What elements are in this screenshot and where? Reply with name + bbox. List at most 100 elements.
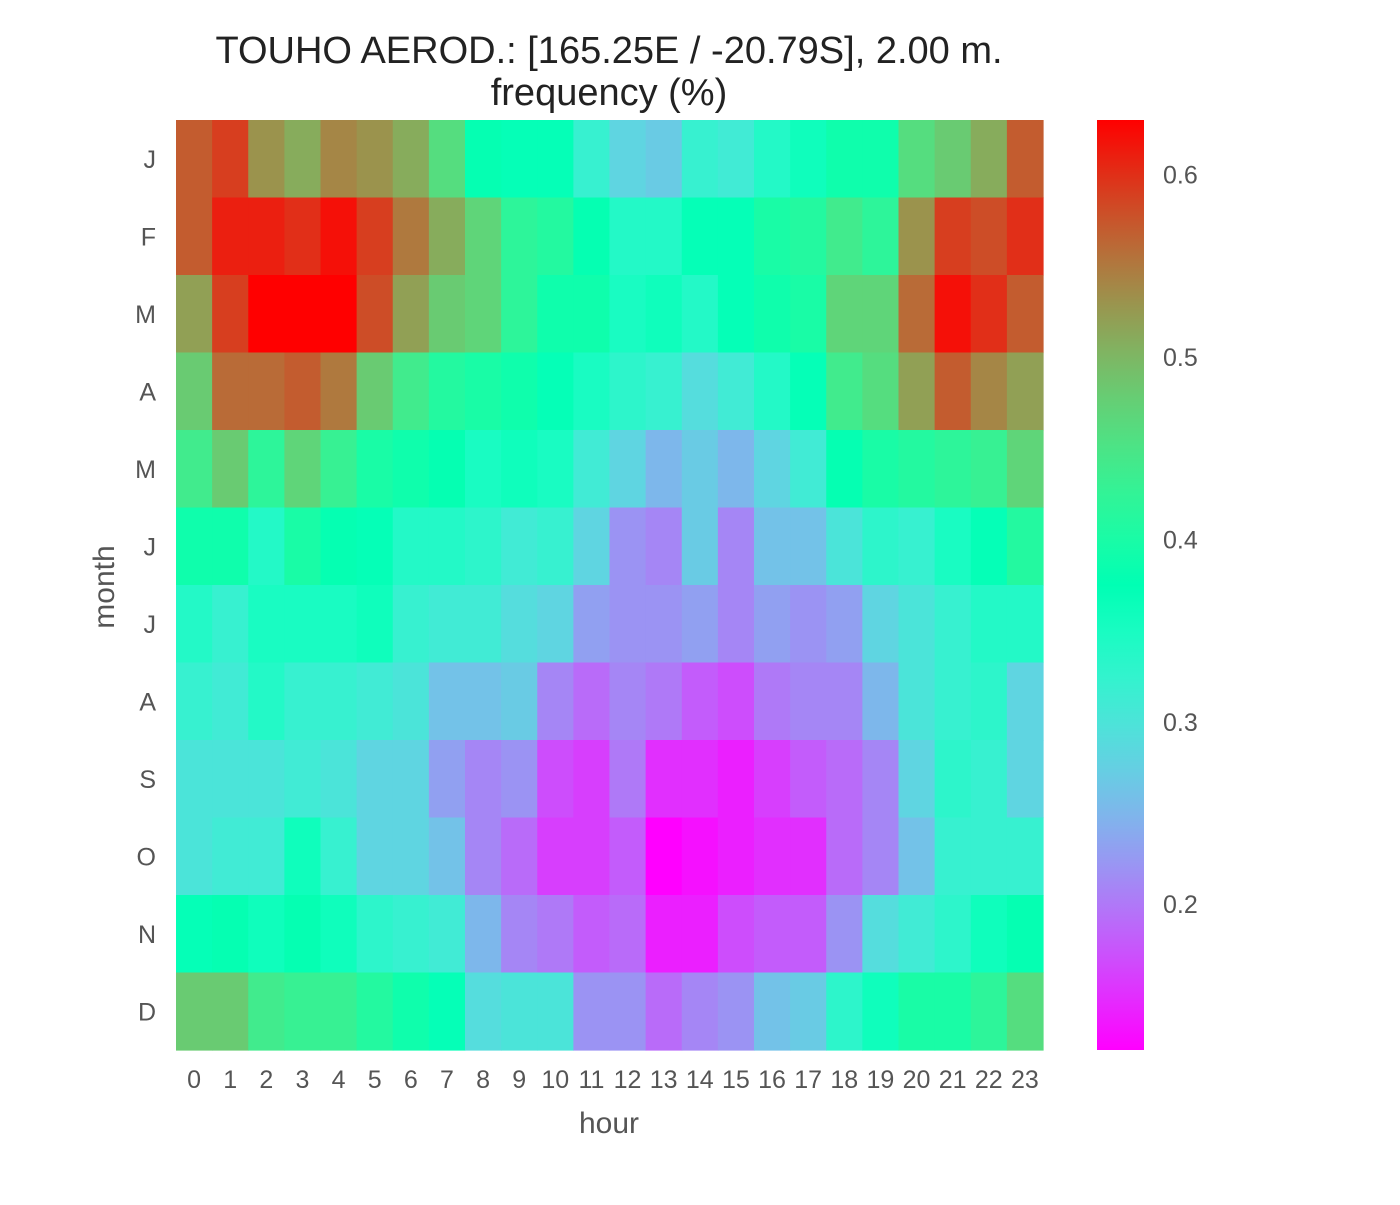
heatmap-cell <box>428 740 466 819</box>
heatmap-cell <box>212 817 249 896</box>
heatmap-cell <box>681 507 719 586</box>
heatmap-cell <box>790 430 827 509</box>
heatmap-cell <box>212 197 249 276</box>
y-tick-label: N <box>138 921 156 949</box>
colorbar-tick-label: 0.4 <box>1163 526 1198 554</box>
colorbar-tick-label: 0.5 <box>1163 344 1198 372</box>
heatmap-cell <box>826 740 863 819</box>
heatmap-cell <box>501 197 538 276</box>
heatmap-cell <box>898 740 936 819</box>
heatmap-cell <box>1006 895 1044 974</box>
heatmap-cell <box>573 740 611 819</box>
heatmap-cell <box>826 585 863 664</box>
heatmap-cell <box>428 430 466 509</box>
heatmap-cell <box>284 275 322 354</box>
x-tick-label: 22 <box>975 1066 1003 1094</box>
heatmap-cell <box>934 972 972 1051</box>
heatmap-cell <box>609 972 647 1051</box>
heatmap-cell <box>1006 662 1044 741</box>
heatmap-cell <box>970 275 1008 354</box>
heatmap-cell <box>573 972 611 1051</box>
heatmap-cell <box>1006 817 1044 896</box>
heatmap-cell <box>717 275 755 354</box>
heatmap-cell <box>465 507 502 586</box>
heatmap-cell <box>248 275 285 354</box>
heatmap-cell <box>392 662 430 741</box>
heatmap-cell <box>176 972 213 1051</box>
heatmap-cell <box>645 817 683 896</box>
heatmap-cell <box>717 895 755 974</box>
heatmap-cell <box>754 352 791 431</box>
heatmap-cell <box>970 972 1008 1051</box>
heatmap-cell <box>392 507 430 586</box>
heatmap-cell <box>934 275 972 354</box>
y-tick-labels: J F M A M J J A S O N D <box>135 146 156 1027</box>
heatmap-cell <box>970 120 1008 199</box>
heatmap-cell <box>212 585 249 664</box>
heatmap-cell <box>717 817 755 896</box>
heatmap-cell <box>392 430 430 509</box>
colorbar-tick-label: 0.6 <box>1163 162 1198 190</box>
heatmap-cell <box>645 740 683 819</box>
heatmap-cell <box>862 352 900 431</box>
heatmap-cell <box>392 972 430 1051</box>
heatmap-cell <box>212 275 249 354</box>
heatmap-cell <box>862 740 900 819</box>
heatmap-cell <box>573 585 611 664</box>
heatmap-cell <box>790 275 827 354</box>
heatmap-cell <box>609 430 647 509</box>
heatmap-cell <box>465 120 502 199</box>
heatmap-cell <box>1006 120 1044 199</box>
heatmap-cell <box>573 352 611 431</box>
colorbar-tick-label: 0.2 <box>1163 891 1198 919</box>
heatmap-cell <box>501 507 538 586</box>
heatmap-cell <box>1006 507 1044 586</box>
heatmap-cell <box>681 740 719 819</box>
heatmap-cell <box>826 507 863 586</box>
heatmap-cell <box>284 352 322 431</box>
heatmap-cell <box>284 817 322 896</box>
heatmap-cell <box>934 507 972 586</box>
heatmap-cell <box>681 972 719 1051</box>
heatmap-cell <box>501 817 538 896</box>
heatmap-cell <box>970 197 1008 276</box>
heatmap-cell <box>826 352 863 431</box>
heatmap-cell <box>356 275 394 354</box>
heatmap-cell <box>284 895 322 974</box>
heatmap-cell <box>537 740 574 819</box>
heatmap-cell <box>970 662 1008 741</box>
heatmap-cell <box>862 585 900 664</box>
heatmap-cell <box>428 895 466 974</box>
heatmap-cell <box>573 275 611 354</box>
heatmap-cell <box>501 662 538 741</box>
heatmap-cell <box>609 895 647 974</box>
heatmap-cell <box>1006 585 1044 664</box>
heatmap-cell <box>356 430 394 509</box>
x-tick-label: 9 <box>512 1066 526 1094</box>
heatmap-cell <box>248 585 285 664</box>
heatmap-cell <box>645 895 683 974</box>
heatmap-cell <box>934 352 972 431</box>
heatmap-cell <box>609 585 647 664</box>
heatmap-cell <box>284 430 322 509</box>
heatmap-cell <box>537 662 574 741</box>
heatmap-cell <box>609 740 647 819</box>
heatmap-cell <box>754 197 791 276</box>
heatmap-cell <box>465 740 502 819</box>
heatmap-cell <box>428 352 466 431</box>
heatmap-cell <box>862 197 900 276</box>
heatmap-cell <box>717 120 755 199</box>
heatmap-cell <box>934 740 972 819</box>
heatmap-cell <box>754 507 791 586</box>
heatmap-cell <box>176 352 213 431</box>
heatmap-cell <box>212 120 249 199</box>
x-tick-label: 4 <box>332 1066 346 1094</box>
heatmap-cell <box>320 585 358 664</box>
heatmap-cell <box>428 972 466 1051</box>
heatmap-cell <box>681 585 719 664</box>
y-axis-label: month <box>88 545 121 628</box>
heatmap-cell <box>320 972 358 1051</box>
heatmap-cell <box>826 275 863 354</box>
heatmap-cell <box>754 120 791 199</box>
